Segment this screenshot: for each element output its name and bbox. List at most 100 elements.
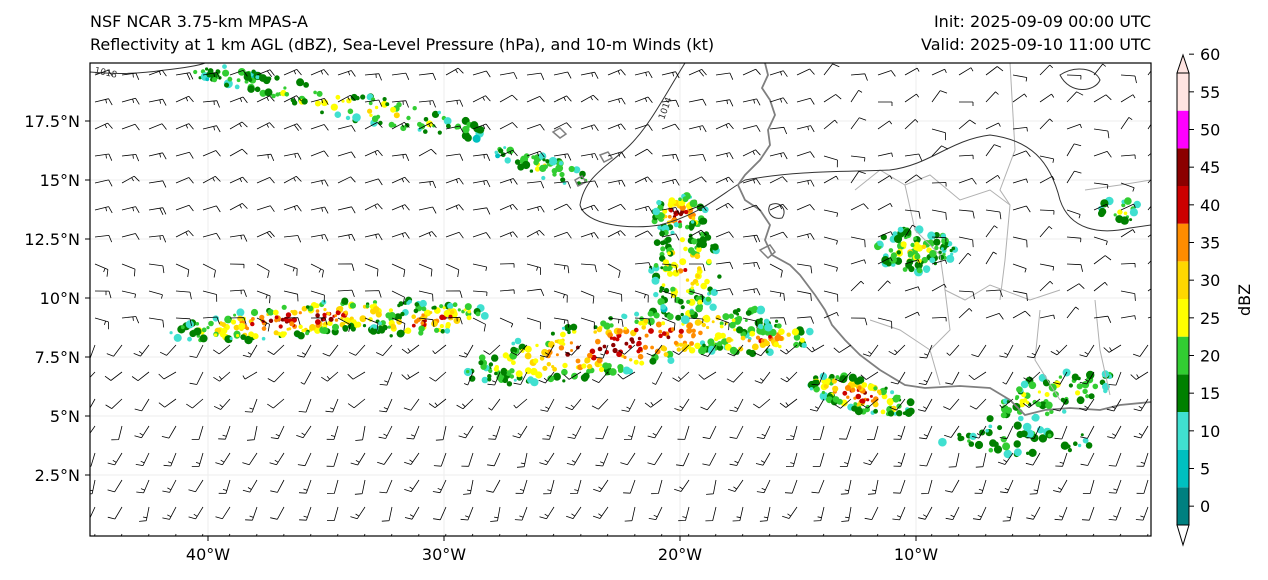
- wind-barb: [1132, 344, 1149, 357]
- wind-barb: [189, 371, 204, 385]
- reflectivity-cell: [648, 267, 655, 274]
- reflectivity-cell: [612, 347, 618, 354]
- reflectivity-cell: [1060, 397, 1066, 403]
- reflectivity-cell: [697, 299, 703, 305]
- reflectivity-cell: [686, 289, 690, 293]
- wind-barb: [1012, 93, 1028, 103]
- reflectivity-cell: [1085, 442, 1093, 449]
- reflectivity-cell: [261, 336, 266, 341]
- wind-barb: [213, 398, 231, 410]
- wind-barb: [623, 479, 636, 494]
- wind-barb: [1147, 123, 1151, 130]
- wind-barb: [1054, 425, 1068, 440]
- reflectivity-cell: [206, 71, 213, 78]
- reflectivity-cell: [634, 311, 640, 317]
- reflectivity-cell: [321, 299, 327, 305]
- reflectivity-cell: [560, 177, 566, 183]
- reflectivity-cell: [359, 315, 367, 323]
- wind-barb: [326, 479, 339, 494]
- wind-barb: [1080, 452, 1095, 466]
- reflectivity-cell: [449, 309, 455, 315]
- isobar-1018: [90, 63, 206, 74]
- reflectivity-cell: [722, 313, 730, 321]
- reflectivity-cell: [541, 175, 546, 181]
- reflectivity-cell: [769, 328, 777, 337]
- reflectivity-cell: [347, 108, 354, 115]
- reflectivity-cell: [634, 327, 639, 333]
- reflectivity-cell: [657, 298, 665, 306]
- wind-barb: [1147, 205, 1151, 211]
- wind-barb: [526, 263, 541, 275]
- wind-barb: [246, 425, 258, 441]
- reflectivity-cell: [480, 312, 489, 320]
- reflectivity-cell: [791, 328, 800, 336]
- wind-barb: [661, 99, 680, 108]
- reflectivity-cell: [487, 377, 492, 382]
- reflectivity-cell: [660, 266, 664, 270]
- wind-barb: [634, 317, 651, 327]
- wind-barb: [445, 99, 464, 107]
- wind-barb: [706, 479, 717, 495]
- reflectivity-cell: [900, 241, 907, 248]
- reflectivity-cell: [327, 320, 333, 326]
- reflectivity-cell: [251, 317, 255, 321]
- wind-barb: [674, 479, 690, 492]
- wind-barb: [823, 63, 840, 76]
- wind-barb: [364, 203, 383, 211]
- reflectivity-cell: [562, 379, 566, 383]
- reflectivity-cell: [884, 386, 888, 390]
- wind-barb: [256, 95, 275, 103]
- wind-barb: [539, 452, 555, 466]
- reflectivity-cell: [575, 345, 580, 350]
- wind-barb: [428, 398, 447, 409]
- wind-barb: [769, 126, 788, 135]
- isobar-label: 1018: [93, 66, 118, 81]
- wind-barb: [796, 204, 815, 211]
- wind-barb: [1066, 283, 1085, 292]
- reflectivity-cell: [437, 110, 441, 115]
- wind-barb: [162, 479, 177, 493]
- reflectivity-cell: [683, 246, 688, 252]
- reflectivity-cell: [944, 241, 949, 246]
- wind-barb: [565, 398, 582, 411]
- reflectivity-cell: [880, 409, 886, 415]
- reflectivity-cell: [314, 100, 321, 107]
- reflectivity-cell: [380, 320, 386, 326]
- reflectivity-cell: [233, 324, 240, 331]
- wind-barb: [499, 94, 518, 103]
- wind-barb: [162, 506, 177, 520]
- reflectivity-cell: [853, 402, 858, 406]
- reflectivity-cell: [513, 378, 517, 382]
- reflectivity-cell: [767, 349, 773, 356]
- reflectivity-cell: [886, 398, 894, 406]
- wind-barb: [354, 479, 366, 495]
- reflectivity-cell: [903, 235, 908, 240]
- wind-barb: [919, 452, 933, 467]
- reflectivity-cell: [273, 330, 279, 336]
- wind-barb: [1066, 123, 1082, 130]
- reflectivity-cell: [374, 105, 379, 110]
- reflectivity-cell: [417, 121, 422, 127]
- reflectivity-cell: [667, 357, 675, 364]
- reflectivity-cell: [440, 329, 446, 334]
- wind-barb: [759, 506, 771, 522]
- wind-barb: [580, 317, 595, 330]
- wind-barb: [1120, 74, 1137, 84]
- wind-barb: [823, 175, 839, 184]
- wind-barb: [595, 344, 609, 359]
- wind-barb: [742, 288, 761, 296]
- wind-barb: [1120, 263, 1136, 268]
- reflectivity-cell: [1013, 421, 1022, 430]
- reflectivity-cell: [259, 314, 265, 320]
- wind-barb: [985, 144, 1002, 157]
- reflectivity-cell: [491, 354, 499, 362]
- wind-barb: [958, 236, 974, 248]
- wind-barb: [985, 174, 1001, 184]
- wind-barb: [985, 313, 1004, 320]
- reflectivity-cell: [776, 323, 782, 329]
- wind-barb: [526, 288, 545, 297]
- wind-barb: [1135, 506, 1149, 521]
- wind-barb: [867, 479, 879, 495]
- reflectivity-cell: [352, 113, 361, 122]
- valid-time: Valid: 2025-09-10 11:00 UTC: [920, 35, 1151, 54]
